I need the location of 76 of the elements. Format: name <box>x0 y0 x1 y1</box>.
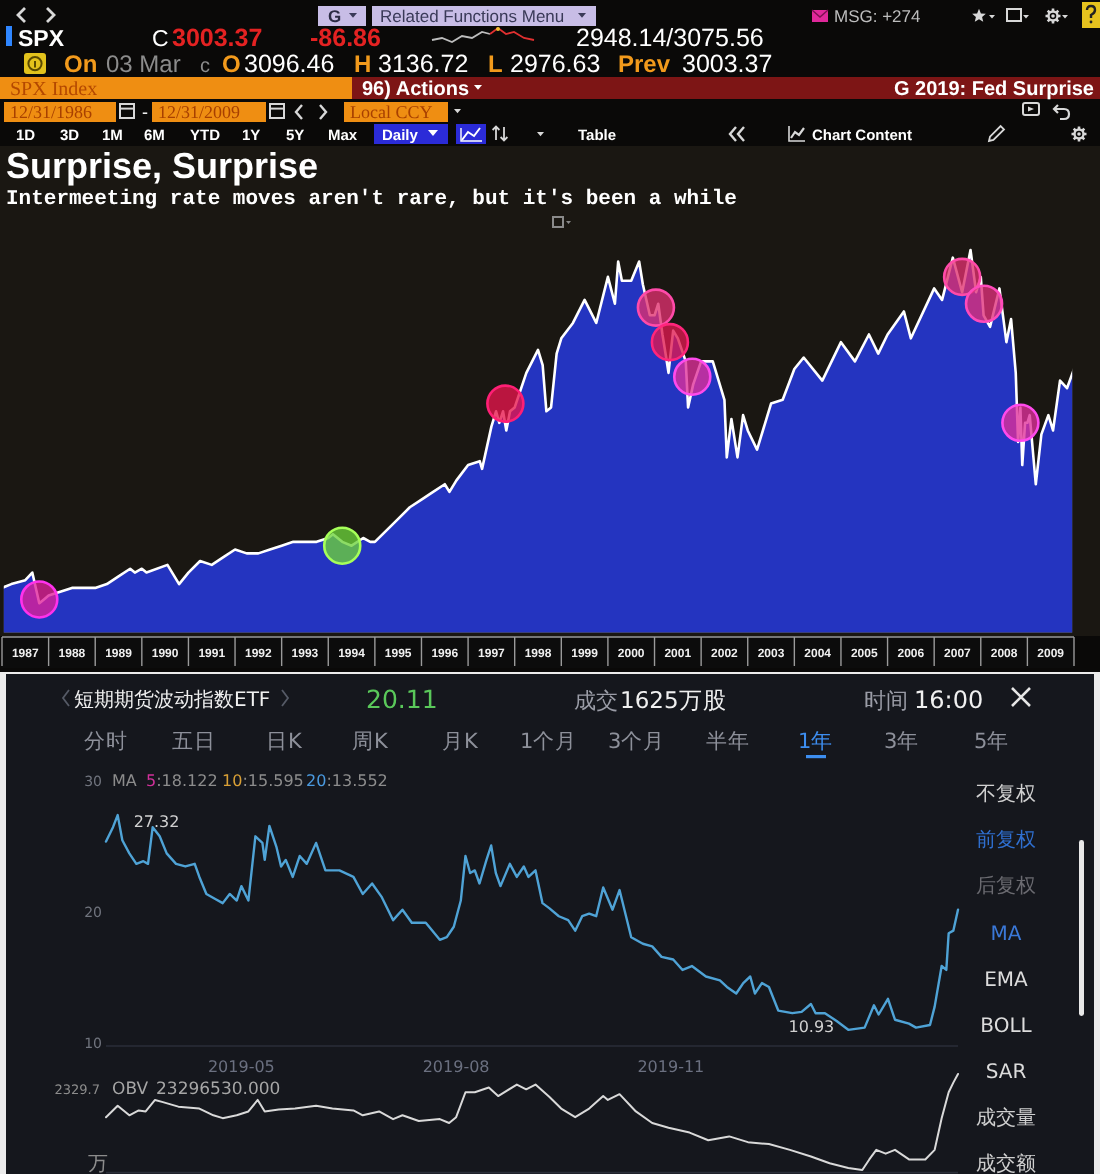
text: 半年 <box>706 728 750 754</box>
chart-title: Surprise, Surprise <box>6 146 319 186</box>
text: 96) Actions <box>362 79 470 101</box>
annotation: OBV <box>112 1080 149 1100</box>
text: Prev <box>618 50 671 78</box>
text: 时间 <box>864 688 908 714</box>
text: 成交 <box>574 688 618 714</box>
text: Related Functions Menu <box>380 6 565 26</box>
point <box>636 288 676 327</box>
text: H <box>354 50 372 78</box>
text: 3096.46 <box>244 50 335 78</box>
annotation: 10.93 <box>788 1017 835 1036</box>
point <box>964 284 1004 324</box>
point <box>486 384 525 423</box>
annotation: 万 <box>88 1154 108 1174</box>
text: 五日 <box>172 730 216 754</box>
text: MA <box>990 924 1022 946</box>
point <box>650 322 690 362</box>
text: 后复权 <box>976 874 1036 898</box>
text: SPX <box>18 28 65 52</box>
text: 日K <box>266 730 304 754</box>
text: 短期期货波动指数ETF <box>74 688 271 712</box>
text: 12/31/2009 <box>158 102 241 122</box>
text: 3年 <box>884 730 920 754</box>
text: 12/31/1986 <box>10 102 93 122</box>
text: 2976.63 <box>510 50 601 78</box>
text: - <box>142 102 148 122</box>
text: 16:00 <box>914 686 984 714</box>
text: 03 Mar <box>106 50 181 78</box>
text: EMA <box>984 970 1029 992</box>
text: 3003.37 <box>172 24 263 52</box>
annotation: 23296530.000 <box>156 1080 281 1100</box>
text: 分时 <box>84 728 128 754</box>
text: SPX Index <box>10 79 98 101</box>
text: 成交量 <box>976 1106 1036 1130</box>
text: 1625万股 <box>620 686 727 714</box>
text: G 2019: Fed Surprise <box>893 79 1095 101</box>
chart-subtitle: Intermeeting rate moves aren't rare, but it's been a while <box>6 188 737 212</box>
text: 1个月 <box>520 730 578 754</box>
text: C <box>152 28 169 52</box>
text: 20.11 <box>366 684 438 714</box>
text: 5年 <box>974 730 1010 754</box>
point <box>672 357 712 396</box>
text: 1年 <box>798 730 834 754</box>
annotation: 5:18.122 <box>146 772 218 790</box>
text: 前复权 <box>976 828 1036 852</box>
text: 3136.72 <box>378 50 469 78</box>
text: G <box>328 6 342 26</box>
text: 3个月 <box>608 730 666 754</box>
text: 月K <box>442 730 480 754</box>
point <box>322 526 362 565</box>
text: BOLL <box>980 1016 1033 1038</box>
point <box>1001 403 1040 443</box>
text: 3003.37 <box>682 50 773 78</box>
point <box>19 580 59 619</box>
annotation: MA <box>112 772 138 790</box>
text: 成交额 <box>976 1152 1036 1174</box>
text: 2948.14/3075.56 <box>576 24 764 52</box>
text: O <box>222 50 241 78</box>
point <box>942 257 982 297</box>
text: Local CCY <box>350 102 434 122</box>
x-tick-label: 2019-05 <box>207 1058 275 1076</box>
x-tick-label: 2019-08 <box>422 1058 490 1076</box>
annotation: 27.32 <box>133 813 180 832</box>
text: On <box>64 50 98 78</box>
text: -86.86 <box>310 24 381 52</box>
text: 不复权 <box>976 782 1036 806</box>
x-tick-label: 2019-11 <box>637 1058 705 1076</box>
text: MSG: +274 <box>834 6 922 26</box>
annotation: 10:15.595 <box>222 772 304 790</box>
text: L <box>488 50 503 78</box>
line-series <box>104 813 960 1032</box>
annotation: 20:13.552 <box>306 772 388 790</box>
text: 周K <box>352 730 390 754</box>
text: c <box>200 56 210 78</box>
text: SAR <box>985 1062 1027 1084</box>
